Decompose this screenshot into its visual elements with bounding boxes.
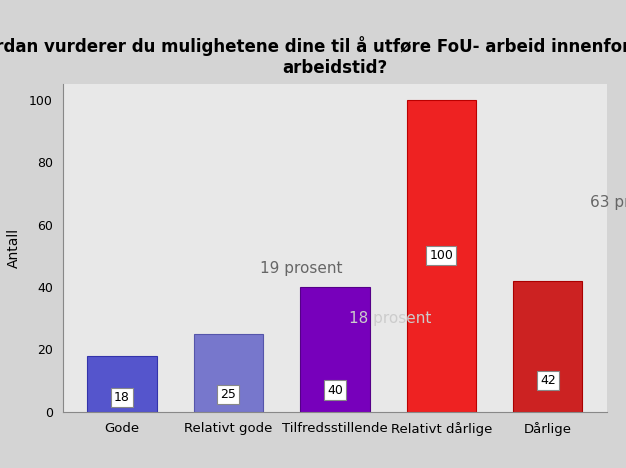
Text: 100: 100	[429, 249, 453, 263]
Bar	[194, 334, 263, 412]
Bar	[88, 356, 156, 412]
Text: 42: 42	[540, 374, 556, 387]
Text: 25: 25	[220, 388, 237, 401]
Text: 19 prosent: 19 prosent	[260, 261, 343, 276]
Y-axis label: Antall: Antall	[7, 228, 21, 268]
Title: Hvordan vurderer du mulighetene dine til å utføre FoU- arbeid innenfor ordinær
a: Hvordan vurderer du mulighetene dine til…	[0, 37, 626, 77]
Bar	[407, 100, 476, 412]
Text: 18 prosent: 18 prosent	[349, 311, 431, 326]
Text: 18: 18	[114, 391, 130, 404]
Bar	[513, 281, 582, 412]
Bar	[300, 287, 369, 412]
Text: 40: 40	[327, 383, 343, 396]
Text: 63 prosent: 63 prosent	[590, 195, 626, 210]
